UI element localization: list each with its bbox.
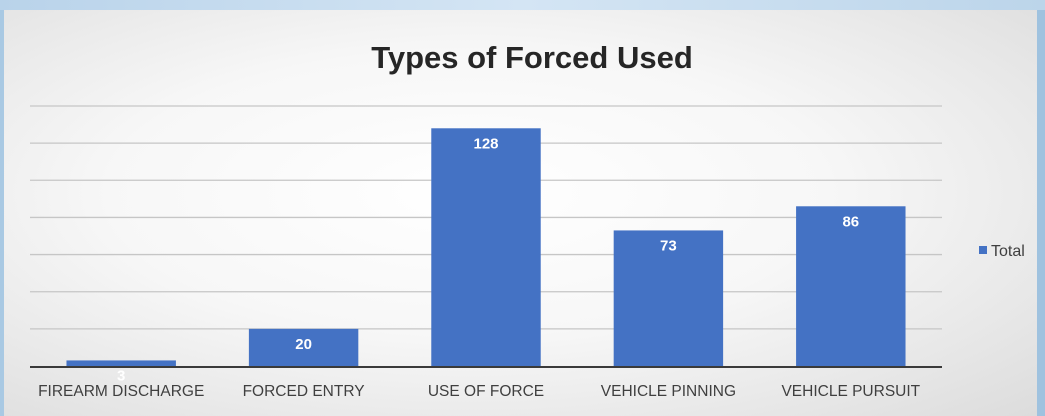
bar [248, 328, 359, 366]
window-right-edge [1037, 10, 1045, 416]
legend: Total [979, 243, 1025, 260]
x-tick-label: FORCED ENTRY [243, 383, 365, 400]
chart-panel: Types of Forced Used 3 20 128 73 86 FIREARM … [4, 10, 1037, 416]
bar-chart: Types of Forced Used 3 20 128 73 86 FIREARM … [30, 40, 1025, 400]
bar [431, 128, 541, 366]
data-labels: 3 20 128 73 86 [117, 135, 859, 384]
bar [796, 206, 906, 366]
data-label: 73 [660, 237, 677, 254]
data-label: 3 [117, 367, 125, 384]
x-tick-labels: FIREARM DISCHARGE FORCED ENTRY USE OF FORC… [38, 383, 921, 400]
bars [66, 128, 906, 366]
x-tick-label: FIREARM DISCHARGE [38, 383, 204, 400]
bar [66, 360, 176, 366]
x-tick-label: VEHICLE PINNING [601, 383, 736, 400]
bar [613, 230, 724, 366]
data-label: 86 [842, 213, 859, 230]
data-label: 20 [295, 336, 312, 353]
legend-swatch-total [979, 246, 987, 254]
legend-label-total: Total [991, 243, 1025, 260]
data-label: 128 [473, 135, 498, 152]
x-tick-label: VEHICLE PURSUIT [781, 383, 920, 400]
chart-title: Types of Forced Used [371, 40, 693, 75]
window-top-strip [0, 0, 1045, 10]
x-tick-label: USE OF FORCE [428, 383, 544, 400]
